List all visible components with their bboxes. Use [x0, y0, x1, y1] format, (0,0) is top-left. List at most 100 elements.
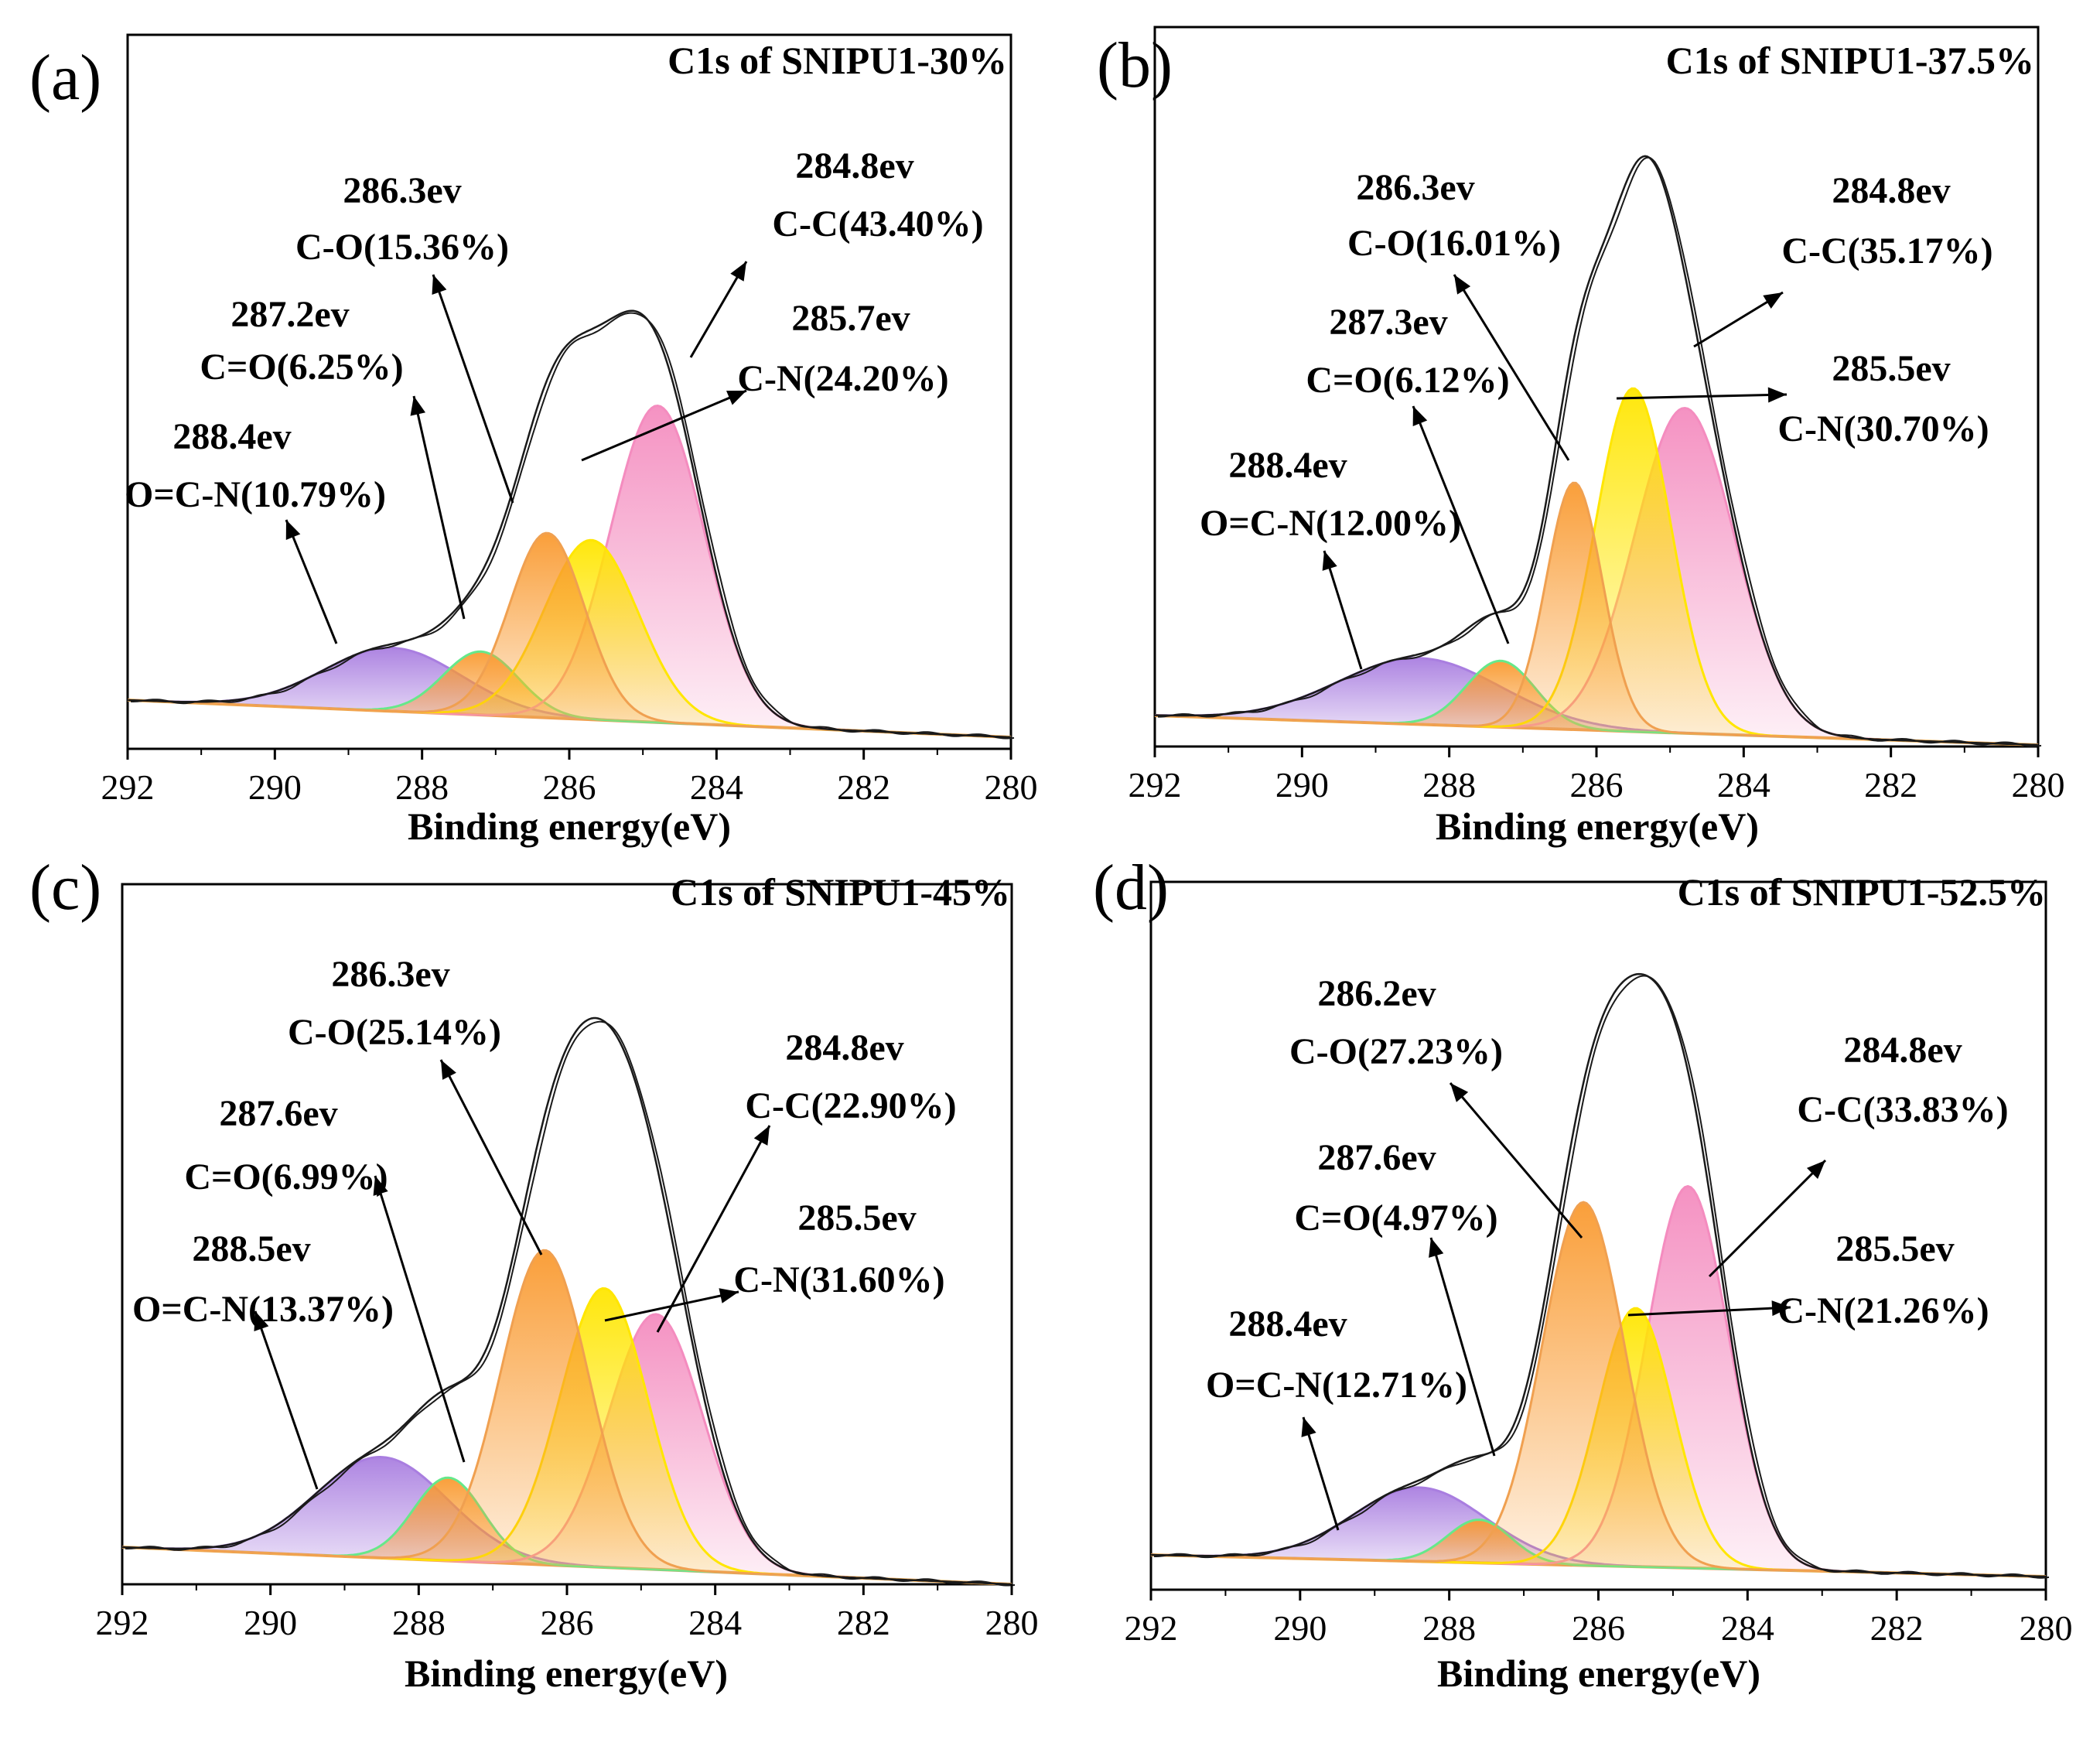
annotation-arrow-line — [1323, 550, 1363, 670]
peak-energy-label-ocn: 288.4ev — [1228, 445, 1347, 486]
annotation-arrow-line — [1453, 274, 1570, 461]
panel-letter: (c) — [29, 852, 101, 924]
peak-assignment-label-cn: C-N(21.26%) — [1777, 1290, 1989, 1331]
x-tick-label: 290 — [248, 767, 302, 807]
annotation-arrow-line — [1449, 1082, 1583, 1238]
x-tick-label: 290 — [1273, 1608, 1327, 1648]
peak-assignment-label-co: C=O(6.12%) — [1306, 360, 1509, 401]
peak-fill-co — [1155, 483, 2038, 745]
peak-energy-label-cc: 284.8ev — [1832, 170, 1950, 211]
annotation-arrow-line — [604, 1290, 739, 1322]
peak-assignment-label-cc: C-C(43.40%) — [772, 203, 983, 244]
x-tick-label: 292 — [101, 767, 155, 807]
panel-b: 292 290 288 286 284 282 280 Binding energy(eV) (… — [1097, 26, 2065, 848]
x-tick-label: 280 — [985, 1603, 1039, 1642]
annotation-arrow-line — [581, 389, 747, 462]
annotation-arrow-line — [285, 519, 338, 644]
peak-assignment-label-cc: C-C(35.17%) — [1781, 231, 1992, 272]
peak-fill-co — [128, 533, 1011, 737]
fitted-envelope-line — [127, 309, 1012, 739]
x-tick-label: 286 — [543, 767, 596, 807]
x-tick-label: 286 — [1570, 765, 1624, 805]
x-tick-label: 282 — [1864, 765, 1917, 805]
x-tick-label: 286 — [1572, 1608, 1625, 1648]
x-tick-label: 288 — [395, 767, 449, 807]
x-tick-label: 282 — [1870, 1608, 1924, 1648]
annotation-arrow-head — [1412, 406, 1428, 426]
peak-energy-label-cn: 285.7ev — [791, 298, 910, 339]
annotation-arrow-line — [1708, 1159, 1827, 1278]
panel-title: C1s of SNIPU1-30% — [668, 39, 1007, 82]
annotation-arrow-head — [410, 396, 426, 416]
panel-letter: (b) — [1097, 29, 1173, 101]
peak-energy-label-ocn: 288.4ev — [1228, 1303, 1347, 1344]
annotation-arrow-head — [726, 391, 746, 405]
fitted-envelope-line — [121, 1016, 1012, 1586]
x-tick-label: 288 — [1422, 1608, 1476, 1648]
annotation-arrow-head — [719, 1288, 739, 1303]
fitted-envelope-line — [1155, 155, 2039, 747]
x-tick-label: 288 — [1422, 765, 1476, 805]
annotation-arrow-line — [254, 1310, 319, 1490]
x-tick-label: 282 — [837, 767, 890, 807]
annotation-arrow-head — [753, 1126, 770, 1146]
annotation-arrow-line — [412, 395, 466, 620]
peak-assignment-label-cn: C-N(30.70%) — [1777, 408, 1989, 449]
annotation-arrow-head — [1763, 292, 1783, 309]
annotation-arrow-line — [1429, 1237, 1496, 1457]
peak-fill-ocn — [1151, 1487, 2046, 1577]
panel-letter: (a) — [29, 42, 101, 114]
x-tick-label: 290 — [1275, 765, 1329, 805]
annotation-arrow-head — [254, 1311, 269, 1331]
x-tick-label: 292 — [96, 1603, 149, 1642]
x-tick-label: 280 — [2012, 765, 2065, 805]
annotation-arrow-head — [432, 275, 447, 295]
annotation-arrow-line — [374, 1175, 466, 1463]
annotation-arrow-head — [1771, 1300, 1791, 1317]
peak-energy-label-co: 286.2ev — [1317, 973, 1436, 1014]
annotation-arrow-line — [656, 1125, 771, 1333]
x-tick-label: 284 — [1721, 1608, 1774, 1648]
peak-assignment-label-co: C-O(25.14%) — [288, 1012, 501, 1053]
peak-assignment-label-co: C=O(6.99%) — [184, 1156, 388, 1197]
annotation-arrow-head — [1301, 1417, 1316, 1437]
peak-assignment-label-cc: C-C(33.83%) — [1797, 1089, 2008, 1130]
x-axis-label: Binding energy(eV) — [405, 1652, 728, 1695]
x-tick-label: 292 — [1129, 765, 1182, 805]
x-axis-label: Binding energy(eV) — [1436, 805, 1759, 848]
peak-energy-label-co: 286.3ev — [331, 954, 449, 995]
x-tick-label: 284 — [688, 1603, 742, 1642]
peak-fill-ocn — [128, 647, 1011, 737]
panel-d: 292 290 288 286 284 282 280 Binding energy(eV) (… — [1093, 852, 2073, 1695]
peak-assignment-label-cn: C-N(31.60%) — [733, 1259, 944, 1300]
peak-energy-label-cc: 284.8ev — [795, 145, 913, 186]
peak-fill-ocn — [122, 1457, 1012, 1584]
peak-assignment-label-ocn: O=C-N(12.71%) — [1206, 1365, 1467, 1406]
annotation-arrow-head — [1767, 387, 1787, 403]
annotation-arrow-line — [1302, 1416, 1340, 1531]
annotation-arrow-head — [730, 261, 746, 282]
peak-energy-label-co: 287.6ev — [1317, 1137, 1436, 1178]
peak-energy-label-cc: 284.8ev — [1843, 1030, 1962, 1071]
x-axis-label: Binding energy(eV) — [1437, 1652, 1760, 1695]
x-tick-label: 286 — [541, 1603, 594, 1642]
panel-c: 292 290 288 286 284 282 280 Binding energy(eV) (… — [29, 852, 1039, 1695]
annotation-arrow-head — [441, 1060, 456, 1080]
peak-fill-co — [1151, 1202, 2046, 1577]
annotation-arrow-line — [1616, 393, 1788, 400]
peak-fill-co — [122, 1250, 1012, 1584]
panel-title: C1s of SNIPU1-52.5% — [1678, 870, 2046, 914]
panel-letter: (d) — [1093, 852, 1169, 924]
peak-energy-label-ocn: 288.4ev — [172, 416, 291, 457]
peak-assignment-label-co: C-O(27.23%) — [1289, 1031, 1503, 1072]
x-tick-label: 282 — [837, 1603, 890, 1642]
peak-energy-label-ocn: 288.5ev — [192, 1228, 310, 1269]
panel-title: C1s of SNIPU1-45% — [671, 870, 1010, 914]
x-tick-label: 284 — [690, 767, 743, 807]
peak-assignment-label-co: C=O(4.97%) — [1294, 1197, 1497, 1238]
fitted-envelope-line — [1151, 972, 2047, 1578]
x-tick-label: 280 — [2020, 1608, 2073, 1648]
annotation-arrow-head — [373, 1176, 388, 1196]
x-axis-label: Binding energy(eV) — [408, 805, 731, 848]
